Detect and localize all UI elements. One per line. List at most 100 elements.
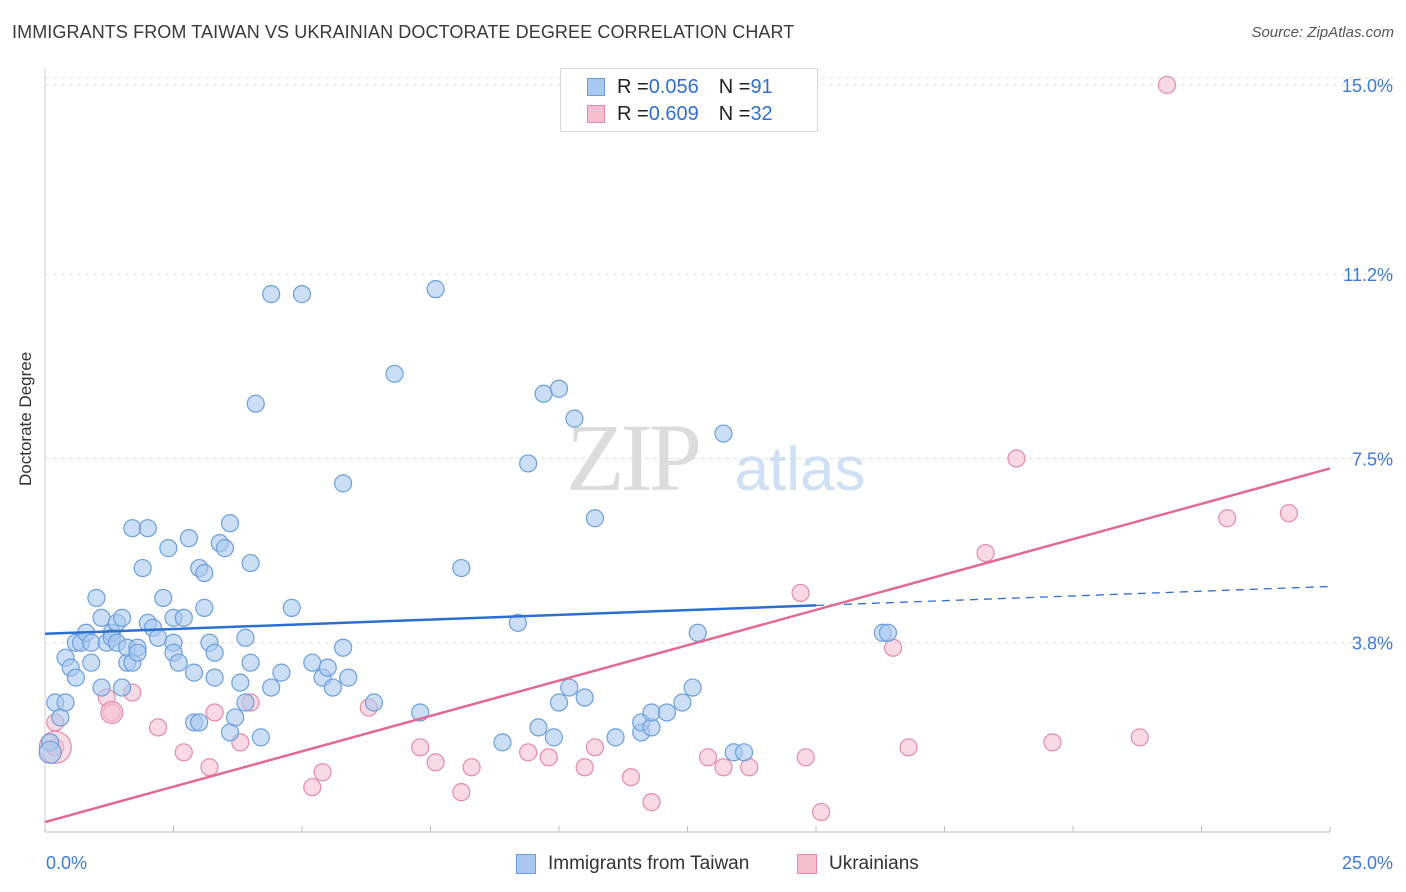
series-taiwan (38, 280, 898, 764)
data-point-taiwan (364, 693, 384, 712)
data-point-ukrainians (585, 738, 605, 757)
data-point-taiwan (236, 628, 255, 647)
data-point-taiwan (179, 529, 199, 548)
data-point-taiwan (195, 563, 214, 583)
data-point-ukrainians (714, 758, 733, 777)
data-point-taiwan (519, 454, 538, 473)
bottom-legend-taiwan: Immigrants from Taiwan (516, 852, 749, 876)
data-point-taiwan (169, 653, 188, 672)
data-point-taiwan (334, 474, 353, 493)
y-tick-label: 3.8% (1352, 634, 1393, 654)
data-point-ukrainians (621, 768, 641, 787)
data-point-taiwan (138, 519, 157, 538)
y-tick-label: 11.2% (1343, 265, 1393, 285)
data-point-taiwan (87, 588, 106, 608)
data-point-taiwan (529, 718, 548, 737)
tick-labels: 3.8% 7.5% 11.2% 15.0% 0.0% 25.0% (46, 76, 1393, 873)
data-point-taiwan (56, 693, 75, 712)
bottom-legend-label-ukrainians: Ukrainians (829, 853, 919, 874)
data-point-taiwan (220, 514, 240, 533)
data-point-taiwan (133, 558, 152, 578)
data-point-taiwan (688, 623, 707, 642)
data-point-ukrainians (698, 748, 718, 767)
data-point-taiwan (606, 728, 625, 747)
legend-n-label: N = (718, 102, 751, 125)
data-point-taiwan (226, 708, 245, 727)
data-point-taiwan (303, 653, 322, 672)
data-point-taiwan (112, 678, 132, 697)
data-point-taiwan (657, 703, 677, 722)
legend-r-label: R = (617, 102, 649, 125)
data-point-ukrainians (100, 700, 124, 725)
data-point-taiwan (534, 384, 553, 403)
data-point-ukrainians (1130, 728, 1149, 747)
legend-n-label: N = (718, 75, 751, 98)
data-point-ukrainians (642, 793, 661, 812)
data-point-taiwan (334, 638, 353, 657)
data-point-ukrainians (812, 802, 831, 822)
data-point-taiwan (673, 693, 692, 712)
data-point-taiwan (575, 688, 594, 707)
chart-title: IMMIGRANTS FROM TAIWAN VS UKRAINIAN DOCT… (12, 22, 795, 42)
data-point-taiwan (82, 653, 101, 672)
data-point-ukrainians (313, 763, 332, 782)
legend-n-value: 91 (750, 75, 773, 98)
data-point-taiwan (262, 678, 281, 697)
data-point-taiwan (92, 678, 111, 697)
data-point-taiwan (205, 668, 224, 687)
data-point-taiwan (560, 678, 579, 697)
legend-r-value: 0.056 (648, 75, 699, 98)
data-point-ukrainians (519, 743, 538, 762)
data-point-taiwan (339, 668, 358, 687)
data-point-taiwan (231, 673, 250, 692)
data-point-ukrainians (1218, 509, 1237, 528)
data-point-ukrainians (174, 743, 193, 762)
legend-r-value: 0.609 (648, 102, 699, 125)
data-point-taiwan (565, 409, 584, 428)
trend-line-taiwan-extension (815, 585, 1331, 607)
source-label: Source: ZipAtlas.com (1251, 24, 1394, 41)
data-point-ukrainians (452, 783, 471, 802)
data-point-ukrainians (899, 738, 918, 757)
data-point-taiwan (148, 628, 168, 647)
data-point-ukrainians (539, 748, 558, 767)
legend-n-value: 32 (750, 102, 773, 125)
data-point-taiwan (236, 693, 255, 712)
data-point-taiwan (385, 364, 404, 383)
data-point-taiwan (66, 668, 85, 687)
data-point-ukrainians (200, 758, 219, 777)
bottom-legend-label-taiwan: Immigrants from Taiwan (548, 853, 750, 874)
data-point-ukrainians (426, 753, 445, 772)
data-point-taiwan (251, 728, 270, 747)
data-point-ukrainians (976, 543, 995, 563)
data-point-ukrainians (575, 758, 594, 777)
data-point-ukrainians (303, 778, 322, 797)
data-point-ukrainians (1043, 733, 1062, 752)
data-point-taiwan (426, 280, 445, 299)
bottom-legend-swatch-blue (516, 854, 536, 874)
data-point-taiwan (323, 678, 342, 697)
legend: R = 0.056 N = 91 R = 0.609 N = 32 (560, 68, 818, 132)
data-point-taiwan (112, 608, 132, 627)
trend-line-ukrainians (44, 467, 1331, 824)
data-point-taiwan (878, 623, 898, 642)
data-point-taiwan (262, 285, 281, 304)
legend-r-label: R = (617, 75, 649, 98)
legend-swatch-pink (587, 105, 605, 123)
data-point-taiwan (241, 553, 260, 573)
legend-row-ukrainians: R = 0.609 N = 32 (587, 102, 773, 126)
data-point-taiwan (195, 598, 214, 617)
data-point-taiwan (452, 558, 471, 578)
data-point-taiwan (154, 588, 173, 608)
data-point-taiwan (714, 424, 733, 443)
data-point-taiwan (246, 394, 265, 413)
axes (44, 68, 1331, 833)
data-point-ukrainians (148, 718, 168, 737)
data-point-taiwan (585, 509, 605, 528)
data-point-taiwan (683, 678, 702, 697)
data-point-taiwan (159, 539, 178, 558)
data-point-taiwan (205, 643, 224, 662)
watermark-atlas: atlas (735, 435, 866, 504)
data-point-taiwan (508, 613, 527, 632)
trend-line-taiwan (44, 604, 817, 636)
